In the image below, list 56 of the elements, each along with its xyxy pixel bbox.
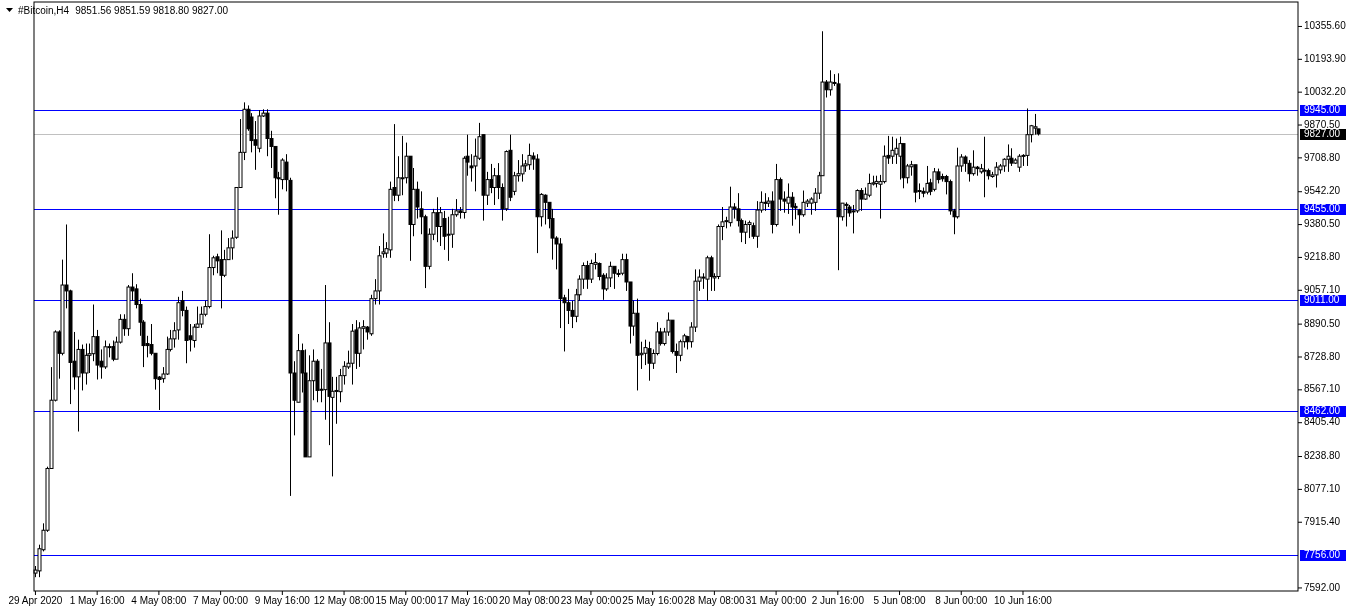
x-tick-label: 2 Jun 16:00 (811, 595, 865, 606)
y-tick-label: 8238.80 (1304, 450, 1341, 462)
ref-line-label: 9011.00 (1304, 294, 1340, 306)
candlestick (222, 249, 227, 278)
y-tick-label: 8405.40 (1304, 416, 1341, 428)
y-tick-label: 8728.80 (1304, 350, 1341, 362)
candlestick (543, 193, 548, 225)
x-tick-label: 12 May 08:00 (313, 595, 375, 606)
x-tick-label: 7 May 00:00 (193, 595, 249, 606)
candlestick (84, 343, 89, 386)
ref-line-label: 9945.00 (1304, 104, 1341, 116)
y-tick-label: 10032.20 (1304, 85, 1347, 97)
candlestick (608, 261, 613, 288)
x-tick-label: 31 May 00:00 (745, 595, 807, 606)
x-tick-label: 4 May 08:00 (131, 595, 187, 606)
y-tick-label: 9708.80 (1304, 151, 1341, 163)
x-tick-label: 29 Apr 2020 (8, 595, 63, 606)
candlestick (585, 260, 590, 290)
x-tick-label: 20 May 08:00 (498, 595, 560, 606)
x-tick-label: 25 May 16:00 (622, 595, 684, 606)
y-tick-label: 9218.80 (1304, 251, 1341, 263)
y-tick-label: 7592.00 (1304, 581, 1341, 593)
y-tick-label: 9057.10 (1304, 283, 1341, 295)
y-tick-label: 8567.10 (1304, 383, 1341, 395)
x-tick-label: 1 May 16:00 (69, 595, 126, 606)
ref-line-label: 8462.00 (1304, 405, 1341, 417)
y-tick-label: 9380.50 (1304, 218, 1341, 230)
x-tick-label: 15 May 00:00 (375, 595, 437, 606)
candlestick (786, 182, 791, 215)
y-tick-label: 9542.20 (1304, 185, 1341, 197)
chart-title: #Bitcoin,H4 (18, 5, 70, 16)
ref-line-label: 7756.00 (1304, 549, 1341, 561)
ref-line-label: 9827.00 (1304, 128, 1341, 140)
candlestick (80, 344, 85, 391)
candlestick (192, 323, 197, 349)
x-tick-label: 5 Jun 08:00 (873, 595, 927, 606)
candlestick (438, 206, 443, 247)
x-tick-label: 9 May 16:00 (254, 595, 311, 606)
x-tick-label: 8 Jun 00:00 (935, 595, 988, 606)
y-tick-label: 8890.50 (1304, 317, 1341, 329)
y-tick-label: 10355.60 (1304, 20, 1347, 32)
candlestick (647, 341, 652, 382)
candlestick (890, 136, 895, 165)
y-tick-label: 7915.40 (1304, 515, 1341, 527)
x-tick-label: 28 May 08:00 (684, 595, 746, 606)
y-tick-label: 8077.10 (1304, 483, 1341, 495)
x-tick-label: 10 Jun 16:00 (994, 595, 1053, 606)
x-tick-label: 23 May 00:00 (560, 595, 622, 606)
y-tick-label: 9870.50 (1304, 118, 1341, 130)
y-tick-label: 10193.90 (1304, 52, 1347, 64)
ref-line-label: 9455.00 (1304, 203, 1341, 215)
x-tick-label: 17 May 16:00 (437, 595, 499, 606)
candlestick (492, 167, 497, 206)
candlestick (894, 138, 899, 165)
candlestick (400, 135, 405, 196)
chart-subtitle: 9851.56 9851.59 9818.80 9827.00 (75, 5, 229, 16)
